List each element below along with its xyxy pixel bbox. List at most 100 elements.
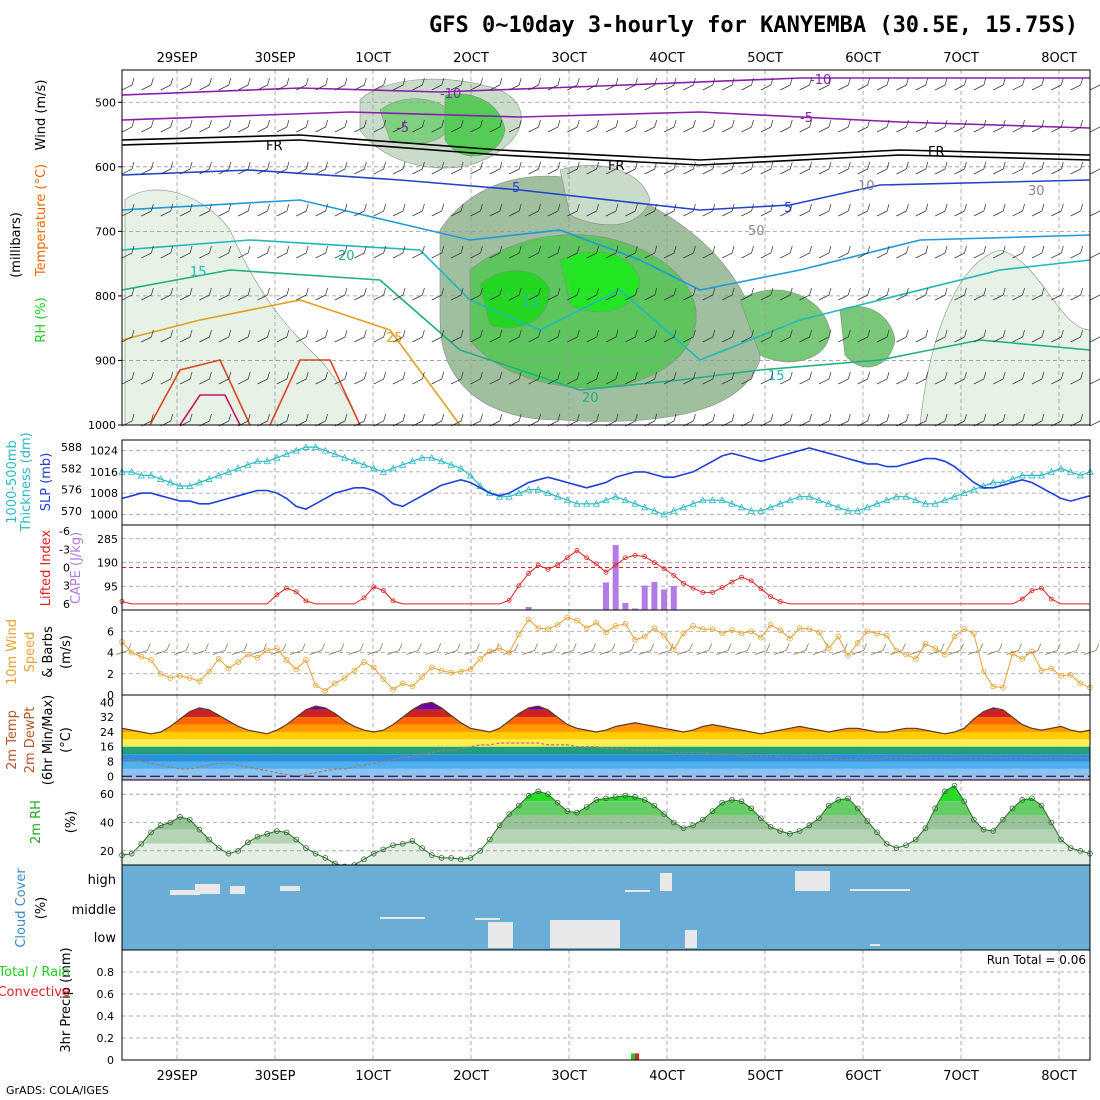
li-tick-label: 0 [63,562,70,575]
wind-speed-marker [680,630,687,637]
rh-marker [961,798,967,805]
wind-barb [954,161,967,175]
rh-marker [225,850,232,857]
rh-marker [912,836,919,843]
precip-tick-label: 0.4 [97,1010,115,1023]
rh-marker [1019,797,1026,803]
isotherm-line [121,239,1091,361]
wind-barb [199,119,212,133]
wind-barb [896,161,909,175]
thickness-marker [544,489,552,497]
wind-barb [760,413,774,427]
wind-speed-marker [922,641,929,647]
wind-speed-marker [399,680,406,687]
upper-air-panel-frame [121,69,1091,426]
precip-total-bar [631,1053,636,1060]
rh-marker [138,840,145,847]
wind-barb [470,119,483,133]
thickness-marker [495,492,504,500]
rh-marker [1009,805,1016,812]
wind-barb [876,413,890,427]
wind-barb [876,245,890,259]
wind-barb [1012,371,1025,385]
wind-barb [509,77,522,91]
rh-marker [370,850,377,857]
wind-speed-marker [1038,667,1045,674]
wind-barb [683,77,696,91]
wind-speed-marker [825,645,832,652]
cloud-bar [795,871,830,891]
wind-barb [373,203,387,217]
thickness-marker [360,460,368,468]
wind-barb [586,119,599,133]
thickness-marker [1076,471,1084,479]
lifted-index-marker [390,598,396,604]
thickness-marker [883,496,891,504]
wind-barb [199,329,212,343]
wind-barb [179,287,193,301]
thickness-marker [1037,471,1046,479]
wind-barb [450,77,464,91]
wind-speed-marker [390,686,396,693]
wind-barb [915,119,929,133]
precip-panel-frame [121,949,1091,1061]
surface-wind-barb [793,643,809,655]
rh-marker [748,805,754,812]
isotherm-line [121,169,1091,211]
wind-barb [567,77,580,91]
wind-barb [644,119,658,133]
rh-marker [816,815,822,822]
lifted-index-marker [700,589,706,595]
wind-barb [141,161,154,175]
wind-barb [141,329,154,343]
thickness-marker [524,485,533,493]
wind-barb [567,371,580,385]
wind-barb [199,245,212,259]
surface-wind-barb [832,643,848,655]
rh-marker [893,845,900,851]
surface-wind-barb [677,643,693,655]
wind-barb [373,77,387,91]
wind-barb [663,161,677,175]
temp-bands [122,702,1090,780]
li-tick-label: 6 [63,598,70,611]
wind-barb [238,161,251,175]
wind-barb [373,371,387,385]
cape-bar [622,603,629,610]
wind-barb [876,161,890,175]
wind-barb [354,245,367,259]
wind-barb [818,203,832,217]
wind-barb [973,371,987,385]
rh-marker [293,836,300,843]
wind-speed-marker [545,626,551,632]
wind-barb [489,329,503,343]
thickness-marker [834,503,842,511]
pressure-tick-label: 1000 [88,419,116,432]
thickness-marker [418,453,426,461]
wind-barb [489,119,503,133]
slp-series-line [121,447,1091,510]
wind-barb [1070,161,1083,175]
thickness-marker [1018,471,1026,479]
wind-barb [876,203,890,217]
wind-barb [818,413,832,427]
isotherm-label: 10 [858,179,875,194]
wind-speed-marker [632,636,638,643]
isotherm-line [121,111,1091,129]
wind-barb [586,245,599,259]
cloud-bar [685,930,697,948]
wind-barb [276,329,290,343]
wind-barb [315,329,328,343]
wind-barb [857,77,871,91]
wind-speed-marker [128,649,135,656]
thickness-marker [389,464,397,472]
isotherm-label: -5 [396,121,409,136]
thickness-marker [457,464,465,472]
rh-marker [980,826,987,833]
isotherm-label: -10 [440,87,461,102]
wind-speed-marker [186,675,193,681]
surface-wind-barb [657,643,674,655]
wind-speed-marker [303,657,309,663]
isotherm-label: 50 [748,224,765,239]
wind-barb [431,287,445,301]
